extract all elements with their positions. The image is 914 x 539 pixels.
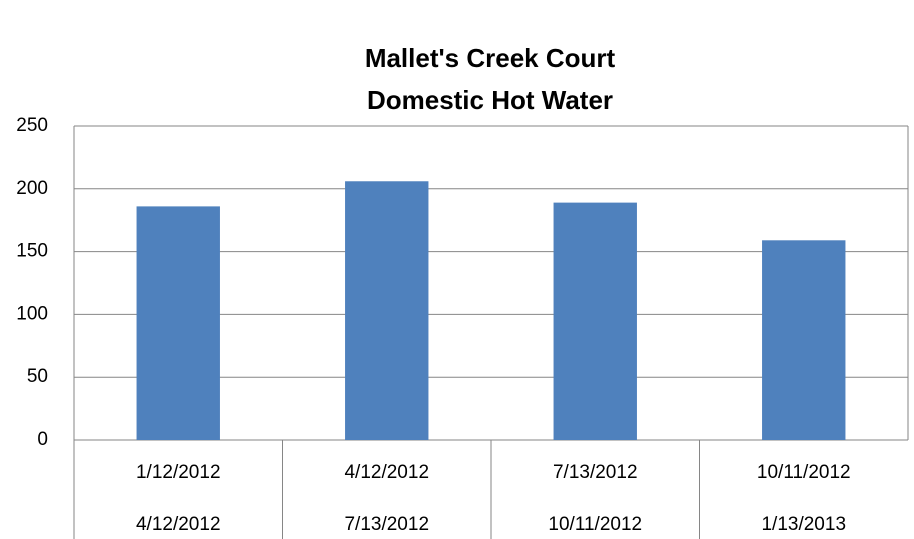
y-tick-label: 50 xyxy=(27,366,48,387)
x-tick-label: 10/11/2012 xyxy=(757,462,851,483)
bar xyxy=(553,202,637,440)
bar xyxy=(136,206,220,440)
y-tick-label: 0 xyxy=(37,429,48,450)
x-tick-label: 7/13/2012 xyxy=(553,462,638,483)
x-tick-label: 1/12/2012 xyxy=(136,462,221,483)
x-tick-label: 7/13/2012 xyxy=(344,514,429,535)
y-tick-label: 250 xyxy=(16,115,48,136)
bar xyxy=(762,240,846,440)
x-tick-label: 10/11/2012 xyxy=(548,514,642,535)
bar xyxy=(345,181,429,440)
x-tick-label: 4/12/2012 xyxy=(344,462,429,483)
x-tick-label: 4/12/2012 xyxy=(136,514,221,535)
y-tick-label: 100 xyxy=(16,303,48,324)
y-tick-label: 150 xyxy=(16,241,48,262)
chart-subtitle: Domestic Hot Water xyxy=(367,85,613,115)
x-tick-label: 1/13/2013 xyxy=(761,514,846,535)
y-tick-label: 200 xyxy=(16,178,48,199)
chart-title: Mallet's Creek Court xyxy=(365,43,616,73)
